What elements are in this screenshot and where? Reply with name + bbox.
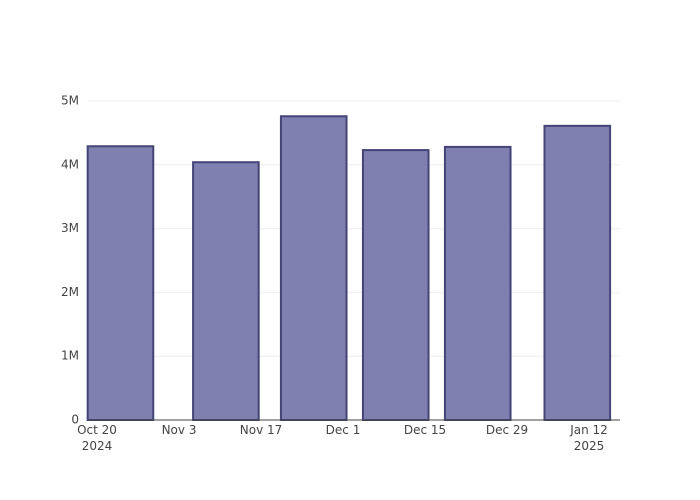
x-tick-label-line: Dec 15 [404, 423, 446, 437]
y-tick-label: 3M [61, 221, 79, 235]
y-tick-label: 1M [61, 349, 79, 363]
x-tick-label-line: Dec 29 [486, 423, 528, 437]
x-tick-label: Dec 15 [404, 423, 446, 437]
x-tick-label-line: Jan 12 [569, 423, 608, 437]
bar [86, 145, 155, 421]
x-tick-label-line: Nov 17 [240, 423, 283, 437]
bars [86, 115, 612, 422]
x-tick-label-line: Nov 3 [162, 423, 197, 437]
y-tick-label: 0 [71, 413, 79, 427]
y-tick-label: 2M [61, 285, 79, 299]
x-tick-label-line: Oct 20 [77, 423, 117, 437]
x-tick-label: Jan 12 2025 [569, 423, 608, 453]
x-tick-label-line: 2024 [82, 439, 113, 453]
bar [443, 145, 512, 422]
y-tick-label: 4M [61, 157, 79, 171]
x-tick-label: Dec 1 [326, 423, 361, 437]
x-tick-label: Nov 17 [240, 423, 283, 437]
y-tick-label: 5M [61, 93, 79, 107]
x-tick-label: Oct 20 2024 [77, 423, 117, 453]
x-tick-label-line: 2025 [574, 439, 605, 453]
bar [279, 115, 348, 422]
bar [192, 161, 260, 422]
x-tick-label-line: Dec 1 [326, 423, 361, 437]
x-tick-label: Dec 29 [486, 423, 528, 437]
x-tick-label: Nov 3 [162, 423, 197, 437]
bar [361, 149, 430, 422]
bar [543, 124, 612, 422]
